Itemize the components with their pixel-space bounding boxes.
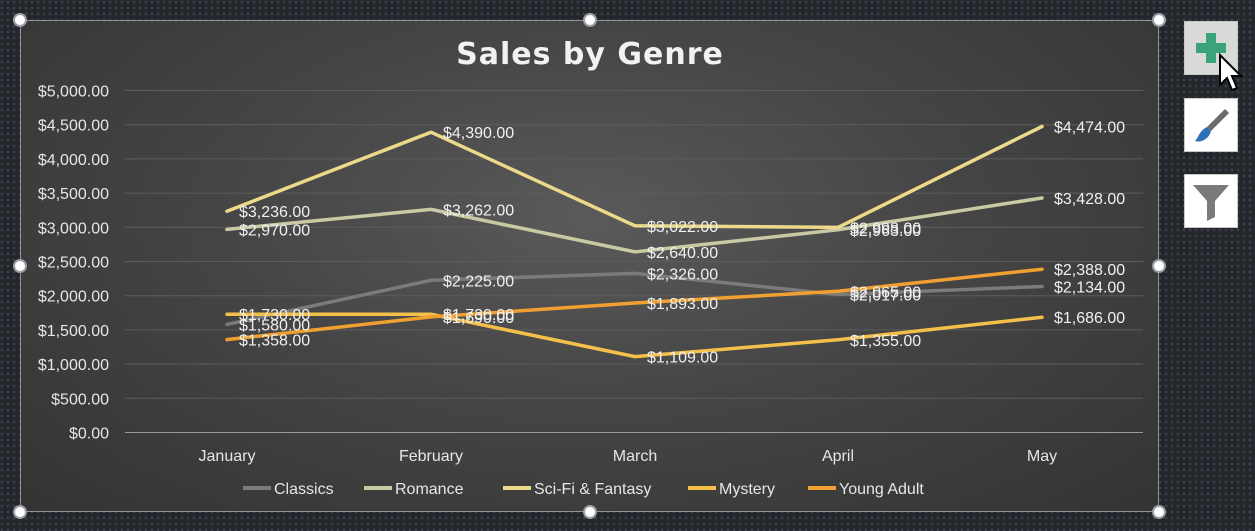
y-tick-label: $3,000.00 [38,220,109,237]
data-label: $2,134.00 [1054,280,1125,297]
data-label: $2,998.00 [850,220,921,237]
y-tick-label: $1,000.00 [38,357,109,374]
resize-handle-top-left[interactable] [13,13,27,27]
chart-title[interactable]: Sales by Genre [456,37,724,72]
y-tick-label: $5,000.00 [38,84,109,101]
data-label: $2,326.00 [647,266,718,283]
data-label: $2,970.00 [239,222,310,239]
chart-area[interactable] [20,20,1159,512]
data-label: $1,358.00 [239,333,310,350]
data-label: $1,690.00 [443,310,514,327]
data-label: $1,686.00 [1054,310,1125,327]
resize-handle-bottom[interactable] [583,505,597,519]
x-tick-label: January [199,448,256,465]
x-axis: January February March April May [199,448,1058,465]
y-tick-label: $4,500.00 [38,118,109,135]
data-label: $2,065.00 [850,284,921,301]
data-label: $1,893.00 [647,296,718,313]
legend-entry[interactable]: Young Adult [839,481,924,498]
x-tick-label: April [822,448,854,465]
data-label: $1,580.00 [239,317,310,334]
y-tick-label: $2,000.00 [38,289,109,306]
data-label: $1,730.00 [443,307,514,324]
data-label: $2,017.00 [850,288,921,305]
paintbrush-icon [1195,109,1229,142]
resize-handle-top[interactable] [583,13,597,27]
legend-entry[interactable]: Classics [274,481,334,498]
resize-handle-right[interactable] [1152,259,1166,273]
data-label: $2,640.00 [647,245,718,262]
data-label: $3,262.00 [443,202,514,219]
series-line[interactable] [225,196,1044,254]
y-tick-label: $3,500.00 [38,186,109,203]
series-lines [225,124,1044,359]
funnel-icon [1193,185,1229,221]
y-tick-label: $2,500.00 [38,255,109,272]
data-label: $1,730.00 [239,307,310,324]
y-tick-label: $0.00 [69,426,109,443]
resize-handle-top-right[interactable] [1152,13,1166,27]
legend[interactable]: Classics Romance Sci-Fi & Fantasy Mystery Yo… [243,481,924,498]
x-tick-label: February [399,448,463,465]
plus-icon [1196,33,1226,63]
y-tick-label: $4,000.00 [38,152,109,169]
resize-handle-bottom-left[interactable] [13,505,27,519]
legend-entry[interactable]: Sci-Fi & Fantasy [534,481,651,498]
gridlines [125,90,1143,433]
data-label: $2,225.00 [443,273,514,290]
data-label: $3,428.00 [1054,191,1125,208]
series-line[interactable] [225,267,1044,342]
legend-entry[interactable]: Romance [395,481,464,498]
data-label: $3,236.00 [239,204,310,221]
y-tick-label: $1,500.00 [38,323,109,340]
series-line[interactable] [225,124,1044,230]
resize-handle-left[interactable] [13,259,27,273]
chart-filters-button[interactable] [1184,174,1238,228]
y-axis: $0.00 $500.00 $1,000.00 $1,500.00 $2,000.00 $… [38,84,109,443]
data-label: $2,388.00 [1054,262,1125,279]
series-line[interactable] [225,312,1044,359]
resize-handle-bottom-right[interactable] [1152,505,1166,519]
x-tick-label: March [613,448,657,465]
data-labels: $1,580.00 $2,225.00 $2,326.00 $2,017.00 $2,1… [239,119,1125,366]
y-tick-label: $500.00 [51,391,109,408]
data-label: $2,963.00 [850,223,921,240]
mouse-cursor-icon [1219,53,1244,92]
chart-styles-button[interactable] [1184,98,1238,152]
data-label: $4,474.00 [1054,119,1125,136]
x-tick-label: May [1027,448,1057,465]
series-line[interactable] [225,271,1044,327]
data-label: $1,109.00 [647,350,718,367]
data-label: $4,390.00 [443,125,514,142]
data-label: $1,355.00 [850,333,921,350]
legend-entry[interactable]: Mystery [719,481,775,498]
data-label: $3,022.00 [647,219,718,236]
